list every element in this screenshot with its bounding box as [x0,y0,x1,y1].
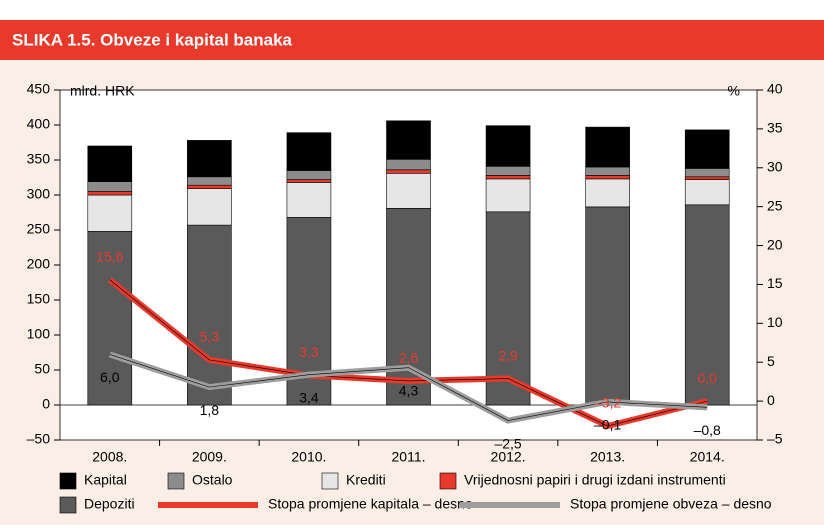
bar-segment [585,175,630,180]
data-label: 3,3 [299,344,319,360]
legend-swatch [59,472,77,490]
y-tick-label: 250 [27,221,51,237]
y2-tick-label: 15 [767,275,783,291]
data-label: 4,3 [399,382,419,398]
legend-label: Depoziti [84,496,135,512]
legend-swatch [59,496,77,514]
x-tick-label: 2011. [392,449,426,465]
y-tick-label: 400 [27,116,51,132]
legend-swatch [439,472,457,490]
y-tick-label: 150 [27,291,51,307]
bar-segment [684,168,730,178]
bar-segment [485,211,531,406]
bar-segment [87,194,133,232]
bar-segment [87,181,133,192]
bar-segment [485,175,531,180]
x-tick-label: 2012. [491,449,526,465]
x-tick-label: 2008. [92,449,127,465]
bar-segment [485,125,531,167]
bar-segment [386,169,431,174]
bar-segment [187,188,232,226]
y-tick-label: 300 [27,186,51,202]
line-series-edge [109,354,708,421]
x-tick-label: 2009. [192,449,227,465]
y-tick-label: 0 [42,396,50,412]
bar-segment [684,179,730,206]
data-label: –0,8 [694,422,721,438]
legend-label: Kapital [84,472,127,488]
legend-label: Krediti [346,472,386,488]
legend-swatch [167,472,185,490]
legend-label: Stopa promjene obveza – desno [570,496,772,512]
data-label: 6,0 [100,369,120,385]
bar-segment [585,166,630,176]
bar-segment [187,224,232,406]
bar-segment [386,159,431,171]
y2-tick-label: 5 [767,353,775,369]
legend-label: Stopa promjene kapitala – desno [268,496,473,512]
bar-segment [485,166,531,176]
data-label: 0,0 [697,370,717,386]
chart-title: SLIKA 1.5. Obveze i kapital banaka [12,30,293,49]
bar-segment [386,173,431,209]
x-tick-label: 2014. [690,449,725,465]
bar-segment [684,204,730,406]
y-axis-label: mlrd. HRK [70,83,135,99]
data-label: 2,6 [399,350,419,366]
bar-segment [585,178,630,208]
data-label: –2,5 [494,435,521,451]
bar-segment [585,126,630,168]
y2-tick-label: 30 [767,158,783,174]
bar-segment [286,132,332,171]
legend-label: Vrijednosni papiri i drugi izdani instru… [464,472,726,488]
y-tick-label: –50 [27,431,51,447]
y-tick-label: 50 [34,361,50,377]
bar-segment [286,179,332,183]
bar-segment [585,206,630,406]
bar-segment [386,120,431,160]
bar-segment [87,191,133,196]
y2-tick-label: –5 [767,431,783,447]
y2-tick-label: 40 [767,81,783,97]
y-tick-label: 450 [27,81,51,97]
bar-segment [286,170,332,180]
data-label: –0,1 [594,417,621,433]
line-series-edge [109,279,708,427]
y-tick-label: 100 [27,326,51,342]
y2-axis-label: % [728,83,740,99]
y2-tick-label: 25 [767,197,783,213]
bar-segment [187,140,232,178]
bar-segment [485,178,531,213]
data-label: 5,3 [200,329,220,345]
legend-swatch [321,472,339,490]
y2-tick-label: 0 [767,392,775,408]
x-tick-label: 2013. [590,449,625,465]
bar-segment [187,184,232,189]
bar-segment [87,145,133,183]
data-label: –3,2 [594,395,621,411]
bar-segment [684,176,730,180]
data-label: 3,4 [299,389,319,405]
legend-label: Ostalo [192,472,233,488]
bar-segment [684,129,730,169]
bar-segment [187,176,232,186]
y2-tick-label: 35 [767,120,783,136]
data-label: 15,6 [96,248,123,264]
data-label: 1,8 [200,402,220,418]
data-label: 2,9 [498,347,518,363]
title-bar [0,20,824,60]
bar-segment [286,182,332,218]
x-tick-label: 2010. [291,449,326,465]
y2-tick-label: 10 [767,314,783,330]
y-tick-label: 350 [27,151,51,167]
y-tick-label: 200 [27,256,51,272]
y2-tick-label: 20 [767,236,783,252]
